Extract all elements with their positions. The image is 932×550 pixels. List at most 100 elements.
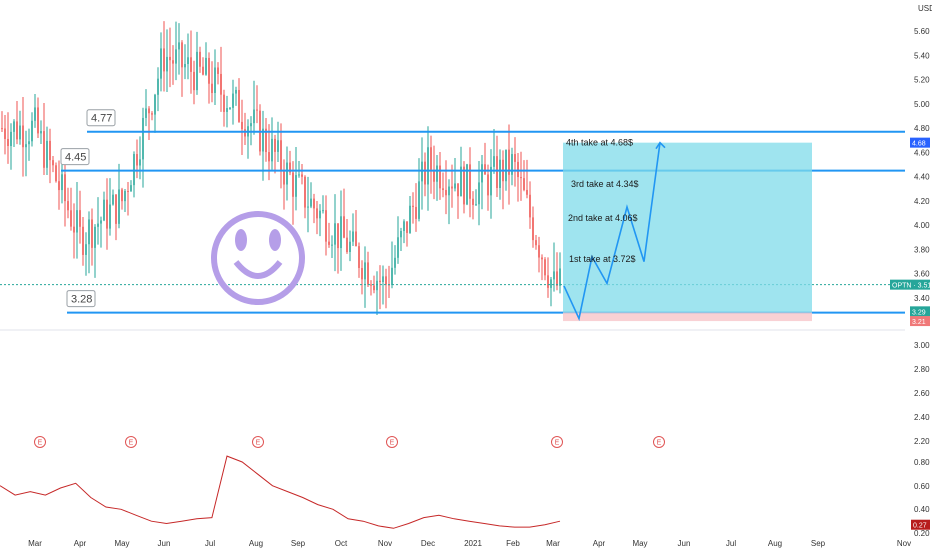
candle-body <box>106 199 108 229</box>
candle-body <box>82 226 84 255</box>
candle-body <box>346 237 348 253</box>
candle-body <box>7 138 9 146</box>
candle-body <box>211 83 213 94</box>
candle-body <box>343 216 345 238</box>
candle-body <box>499 159 501 188</box>
candle-body <box>181 42 183 68</box>
lower-tick-label: 2.80 <box>914 365 930 374</box>
candle-body <box>229 107 231 109</box>
time-tick-label: Jun <box>158 539 171 548</box>
candle-body <box>271 138 273 162</box>
price-badge <box>910 316 930 327</box>
candle-body <box>67 201 69 211</box>
time-tick-label: Aug <box>249 539 263 548</box>
earnings-marker-label: E <box>657 440 662 447</box>
candle-body <box>526 189 528 195</box>
price-tick-label: 4.80 <box>914 124 930 133</box>
price-axis: 5.60 5.40 5.20 5.00 4.80 4.60 4.40 4.20 4.00 3.80… <box>890 27 931 538</box>
candle-body <box>283 171 285 185</box>
price-badge-label: 3.29 <box>912 309 926 316</box>
candle-body <box>277 140 279 152</box>
earnings-marker <box>386 436 398 448</box>
price-tick-label: 4.40 <box>914 173 930 182</box>
lower-value-badge-label: 0.27 <box>913 523 927 530</box>
candle-body <box>145 108 147 118</box>
candle-body <box>187 57 189 65</box>
candle-body <box>433 169 435 182</box>
candle-body <box>58 181 60 191</box>
candle-body <box>85 244 87 255</box>
candle-body <box>235 89 237 94</box>
candle-body <box>427 147 429 185</box>
candle-body <box>370 284 372 286</box>
candle-body <box>484 164 486 175</box>
price-badge <box>910 306 930 317</box>
candle-body <box>538 245 540 258</box>
candle-body <box>139 159 141 166</box>
candle-body <box>184 64 186 68</box>
lower-tick-label: 0.20 <box>914 529 930 538</box>
candle-body <box>166 56 168 72</box>
time-tick-label: Sep <box>811 539 826 548</box>
price-tick-label: 4.60 <box>914 148 930 157</box>
time-tick-label: 2021 <box>464 539 482 548</box>
candle-body <box>511 154 513 175</box>
candle-body <box>418 181 420 219</box>
candle-body <box>490 166 492 196</box>
candle-body <box>487 174 489 196</box>
candle-body <box>307 206 309 208</box>
candle-body <box>364 262 366 280</box>
candle-body <box>379 280 381 283</box>
candle-body <box>199 51 201 67</box>
candle-body <box>16 121 18 140</box>
smiley-face-icon <box>211 211 305 305</box>
lower-tick-label: 0.60 <box>914 482 930 491</box>
candle-body <box>208 57 210 84</box>
candle-body <box>244 129 246 137</box>
candle-body <box>97 223 99 227</box>
candle-body <box>454 183 456 189</box>
candle-body <box>466 164 468 205</box>
candle-body <box>169 56 171 61</box>
candle-body <box>25 144 27 148</box>
candle-body <box>403 221 405 232</box>
projection <box>563 141 812 322</box>
candle-body <box>289 162 291 173</box>
candle-body <box>304 176 306 208</box>
candle-body <box>475 204 477 206</box>
candle-body <box>157 78 159 95</box>
candle-body <box>451 186 453 189</box>
candle-body <box>214 67 216 94</box>
price-tick-label: 5.40 <box>914 51 930 60</box>
earnings-marker <box>653 436 665 448</box>
candle-body <box>100 220 102 224</box>
candle-body <box>205 57 207 75</box>
candle-body <box>463 166 465 205</box>
candle-body <box>46 140 48 168</box>
candle-body <box>124 191 126 202</box>
candle-body <box>442 188 444 190</box>
candle-body <box>523 178 525 190</box>
candle-body <box>115 194 117 224</box>
candle-body <box>529 194 531 218</box>
level-label: 3.28 <box>71 294 92 306</box>
candle-body <box>550 279 552 288</box>
candle-body <box>301 174 303 177</box>
candle-body <box>4 128 6 139</box>
price-tick-label: 3.80 <box>914 245 930 254</box>
candle-body <box>94 226 96 248</box>
candle-body <box>256 109 258 111</box>
candle-body <box>547 275 549 288</box>
candle-body <box>292 172 294 197</box>
earnings-marker <box>34 436 46 448</box>
candle-body <box>469 164 471 199</box>
take-profit-annotations: 4th take at 4.68$ 3rd take at 4.34$ 2nd ta… <box>566 138 639 265</box>
candle-body <box>88 219 90 245</box>
lower-tick-label: 2.40 <box>914 413 930 422</box>
candle-body <box>202 66 204 75</box>
candle-body <box>163 48 165 72</box>
candle-body <box>478 182 480 205</box>
candle-body <box>121 189 123 202</box>
price-badge-label: 4.68 <box>912 141 926 148</box>
